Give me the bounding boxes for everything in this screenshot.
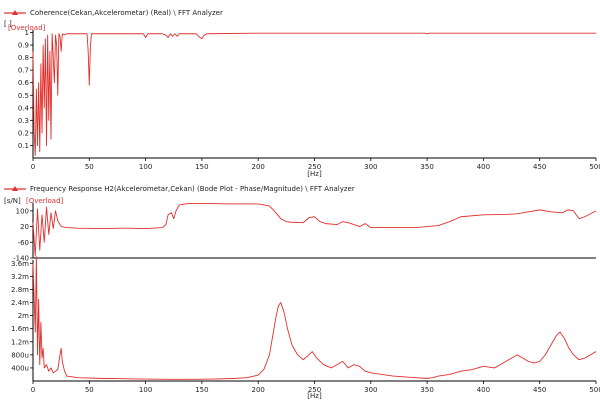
magnitude-y-tick-label: 2m: [18, 312, 29, 320]
top-chart-title: Coherence(Cekan,Akcelerometar) (Real) \ …: [30, 9, 223, 17]
coherence-plot: 0.1 0.2 0.3 0.4 0.5 0.6 0.7 0.8 0.9 1 0 50 100 150 200…: [18, 29, 600, 178]
coherence-y-tick-label: 0.7: [18, 67, 29, 75]
coherence-x-tick-label: 500: [589, 163, 600, 171]
coherence-y-tick-label: 1: [25, 29, 29, 37]
coherence-y-tick-label: 0.2: [18, 129, 29, 137]
phase-series-line: [32, 202, 597, 257]
coherence-y-tick-label: 0.5: [18, 92, 29, 100]
top-chart-header: Coherence(Cekan,Akcelerometar) (Real) \ …: [4, 9, 223, 32]
bottom-unit-label: [s/N]: [4, 197, 21, 205]
coherence-x-tick-label: 200: [252, 163, 265, 171]
magnitude-x-tick-label: 250: [308, 386, 321, 394]
magnitude-x-tick-label: 350: [420, 386, 433, 394]
coherence-y-tick-label: 0.8: [18, 54, 29, 62]
coherence-x-tick-label: 150: [195, 163, 208, 171]
bottom-chart-header: Frequency Response H2(Akcelerometar,Ceka…: [4, 185, 355, 205]
magnitude-x-tick-label: 0: [31, 386, 35, 394]
bottom-overload-label: [Overload]: [26, 197, 64, 205]
magnitude-x-tick-label: 300: [364, 386, 377, 394]
magnitude-x-tick-label: 100: [139, 386, 152, 394]
bottom-legend-marker-icon: [12, 186, 18, 191]
magnitude-x-tick-label: 200: [252, 386, 265, 394]
magnitude-y-tick-label: 3.6m: [11, 260, 29, 268]
magnitude-plot: 400u 800u 1.2m 1.6m 2m 2.4m 2.8m 3.2m 3.6m 0 50 100…: [11, 256, 600, 400]
magnitude-y-tick-label: 400u: [11, 364, 29, 372]
magnitude-y-tick-label: 1.6m: [11, 325, 29, 333]
phase-plot: 100 20 -60 -140: [13, 202, 597, 263]
coherence-y-tick-label: 0.4: [18, 104, 30, 112]
coherence-y-tick-label: 0.6: [18, 79, 30, 87]
bottom-chart-title: Frequency Response H2(Akcelerometar,Ceka…: [30, 185, 355, 193]
coherence-x-tick-label: 250: [308, 163, 321, 171]
magnitude-x-tick-label: 150: [195, 386, 208, 394]
magnitude-x-tick-label: 400: [477, 386, 490, 394]
magnitude-x-axis-label: [Hz]: [307, 392, 322, 400]
phase-y-tick-label: 100: [16, 207, 29, 215]
coherence-x-tick-label: 100: [139, 163, 152, 171]
coherence-y-tick-label: 0.3: [18, 117, 29, 125]
magnitude-x-tick-label: 450: [533, 386, 546, 394]
phase-y-tick-label: -140: [13, 255, 29, 263]
top-unit-label: [ ]: [4, 20, 12, 28]
coherence-series-line: [32, 32, 596, 156]
phase-y-tick-label: 20: [20, 223, 29, 231]
coherence-x-tick-label: 450: [533, 163, 546, 171]
magnitude-x-tick-label: 50: [85, 386, 94, 394]
magnitude-x-tick-label: 500: [589, 386, 600, 394]
magnitude-y-tick-label: 3.2m: [11, 273, 29, 281]
magnitude-y-tick-label: 2.8m: [11, 286, 29, 294]
coherence-x-axis-label: [Hz]: [307, 170, 322, 178]
coherence-x-tick-label: 50: [85, 163, 94, 171]
coherence-y-tick-label: 0.9: [18, 42, 29, 50]
magnitude-y-tick-label: 800u: [11, 351, 29, 359]
magnitude-series-line: [32, 256, 597, 380]
phase-y-tick-label: -60: [18, 239, 29, 247]
magnitude-y-tick-label: 2.4m: [11, 299, 29, 307]
top-overload-label: [Overload]: [8, 24, 46, 32]
coherence-x-tick-label: 300: [364, 163, 377, 171]
coherence-x-tick-label: 400: [477, 163, 490, 171]
coherence-x-tick-label: 350: [420, 163, 433, 171]
magnitude-y-tick-label: 1.2m: [11, 338, 29, 346]
coherence-x-tick-label: 0: [31, 163, 35, 171]
coherence-y-tick-label: 0.1: [18, 142, 29, 150]
top-legend-marker-icon: [12, 10, 18, 15]
